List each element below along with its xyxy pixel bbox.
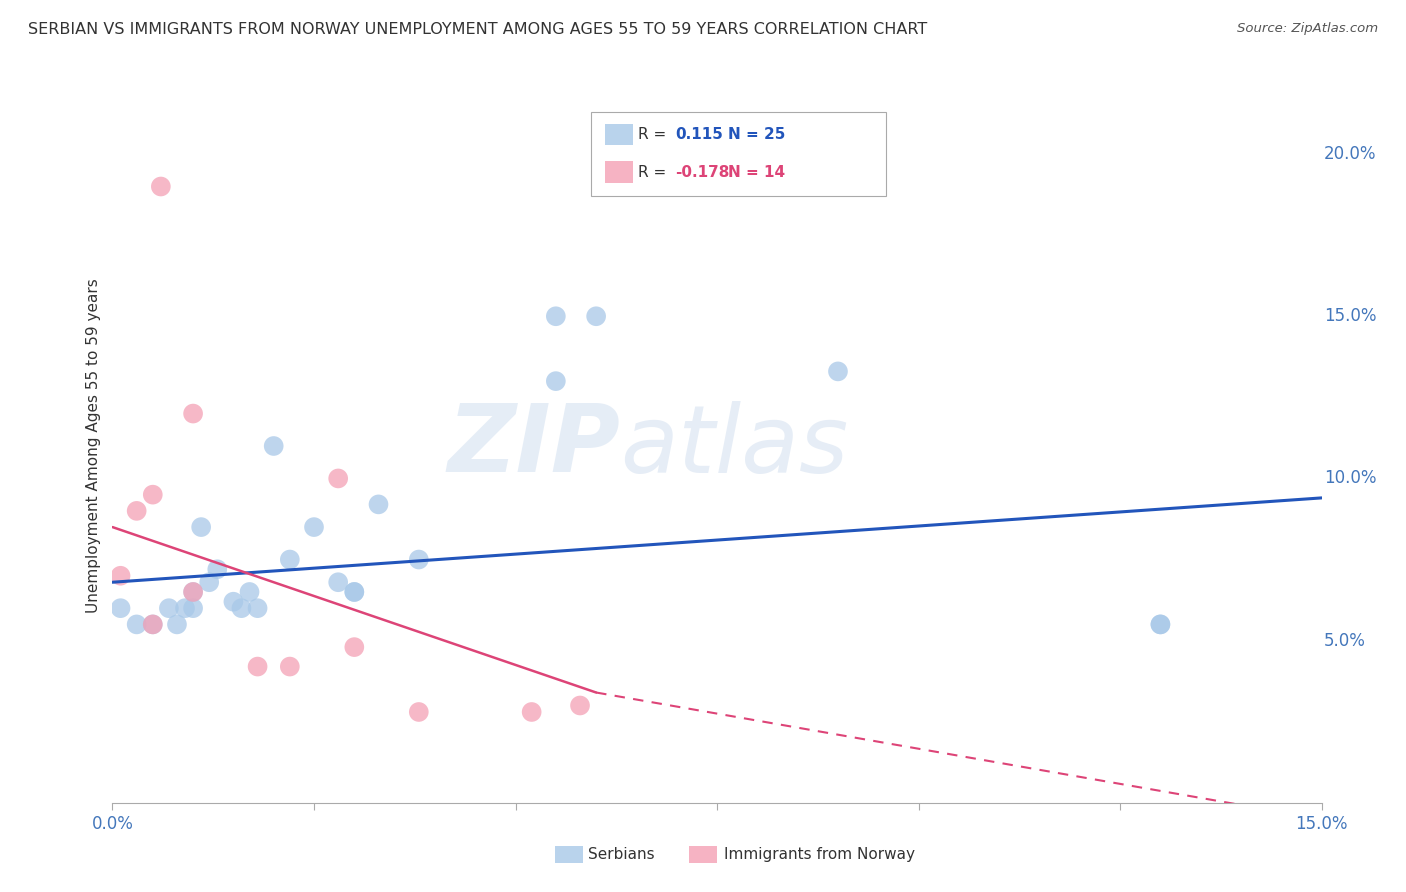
Point — [278, 552, 301, 566]
Point — [238, 585, 260, 599]
Point — [181, 407, 204, 421]
Text: 10.0%: 10.0% — [1324, 469, 1376, 487]
Point — [343, 585, 366, 599]
Point — [110, 568, 132, 582]
Text: atlas: atlas — [620, 401, 849, 491]
Point — [569, 698, 592, 713]
Point — [520, 705, 543, 719]
Point — [246, 601, 269, 615]
Point — [142, 488, 165, 502]
Point — [125, 617, 148, 632]
Point — [263, 439, 285, 453]
Text: R =: R = — [638, 128, 672, 142]
Point — [408, 705, 430, 719]
Point — [174, 601, 197, 615]
Point — [181, 585, 204, 599]
Point — [343, 640, 366, 654]
Point — [367, 497, 389, 511]
Text: Immigrants from Norway: Immigrants from Norway — [724, 847, 915, 862]
Y-axis label: Unemployment Among Ages 55 to 59 years: Unemployment Among Ages 55 to 59 years — [86, 278, 101, 614]
Point — [157, 601, 180, 615]
Point — [544, 374, 567, 388]
Text: -0.178: -0.178 — [675, 165, 730, 179]
Point — [328, 471, 350, 485]
Point — [328, 575, 350, 590]
Point — [278, 659, 301, 673]
Point — [181, 601, 204, 615]
Text: SERBIAN VS IMMIGRANTS FROM NORWAY UNEMPLOYMENT AMONG AGES 55 TO 59 YEARS CORRELA: SERBIAN VS IMMIGRANTS FROM NORWAY UNEMPL… — [28, 22, 928, 37]
Point — [125, 504, 148, 518]
Text: 20.0%: 20.0% — [1324, 145, 1376, 163]
Point — [246, 659, 269, 673]
Point — [190, 520, 212, 534]
Point — [1149, 617, 1171, 632]
Point — [222, 595, 245, 609]
Text: 0.115: 0.115 — [675, 128, 723, 142]
Point — [343, 585, 366, 599]
Point — [585, 310, 607, 324]
Point — [142, 617, 165, 632]
Point — [142, 617, 165, 632]
Text: 5.0%: 5.0% — [1324, 632, 1367, 649]
Point — [110, 601, 132, 615]
Text: 15.0%: 15.0% — [1324, 307, 1376, 326]
Point — [626, 179, 648, 194]
Text: Serbians: Serbians — [588, 847, 654, 862]
Text: N = 14: N = 14 — [728, 165, 786, 179]
Text: R =: R = — [638, 165, 672, 179]
Point — [302, 520, 325, 534]
Point — [181, 585, 204, 599]
Point — [827, 364, 849, 378]
Text: ZIP: ZIP — [447, 400, 620, 492]
Text: Source: ZipAtlas.com: Source: ZipAtlas.com — [1237, 22, 1378, 36]
Point — [166, 617, 188, 632]
Text: N = 25: N = 25 — [728, 128, 786, 142]
Point — [149, 179, 172, 194]
Point — [408, 552, 430, 566]
Point — [231, 601, 253, 615]
Point — [1149, 617, 1171, 632]
Point — [198, 575, 221, 590]
Point — [544, 310, 567, 324]
Point — [207, 562, 229, 576]
